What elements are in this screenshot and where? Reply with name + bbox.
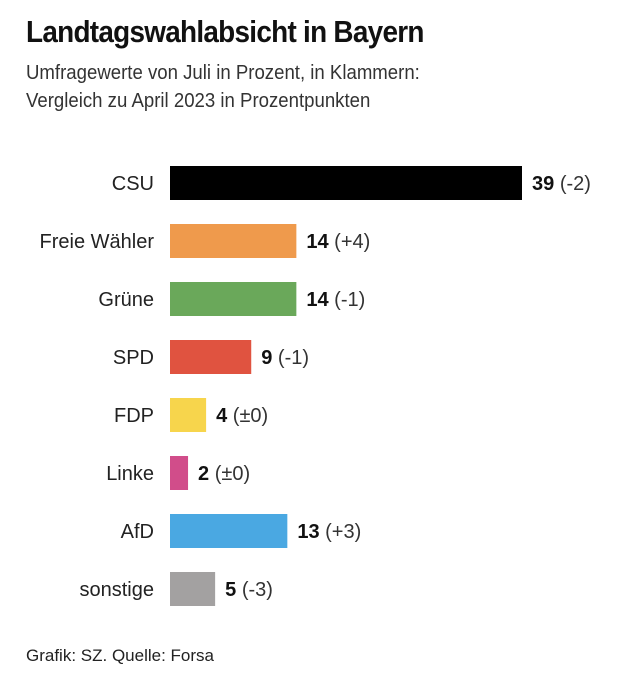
bar [170,166,522,200]
bar [170,224,297,258]
chart-title: Landtagswahlabsicht in Bayern [26,14,424,49]
bar [170,282,297,316]
value-label: 2 (±0) [198,463,250,485]
value-label: 14 (-1) [306,289,365,311]
value-label: 4 (±0) [216,405,268,427]
category-label: Freie Wähler [40,231,155,253]
value-label: 14 (+4) [306,231,370,253]
bar [170,514,288,548]
chart-subtitle-line-1: Umfragewerte von Juli in Prozent, in Kla… [26,62,420,84]
category-label: FDP [114,405,154,427]
value-label: 9 (-1) [261,347,309,369]
chart-subtitle-line-2: Vergleich zu April 2023 in Prozentpunkte… [26,90,371,112]
value-label: 13 (+3) [297,521,361,543]
category-label: SPD [113,347,154,369]
bar [170,340,252,374]
category-label: sonstige [80,579,155,601]
bar-chart: CSU 39 (-2) Freie Wähler 14 (+4) Grüne 14 (-1… [40,166,591,606]
category-label: CSU [112,173,154,195]
category-label: Linke [106,463,154,485]
bar [170,572,216,606]
category-label: AfD [121,521,154,543]
bar [170,398,207,432]
source-note: Grafik: SZ. Quelle: Forsa [26,646,214,665]
value-label: 39 (-2) [532,173,591,195]
category-label: Grüne [98,289,154,311]
value-label: 5 (-3) [225,579,273,601]
bar [170,456,189,490]
